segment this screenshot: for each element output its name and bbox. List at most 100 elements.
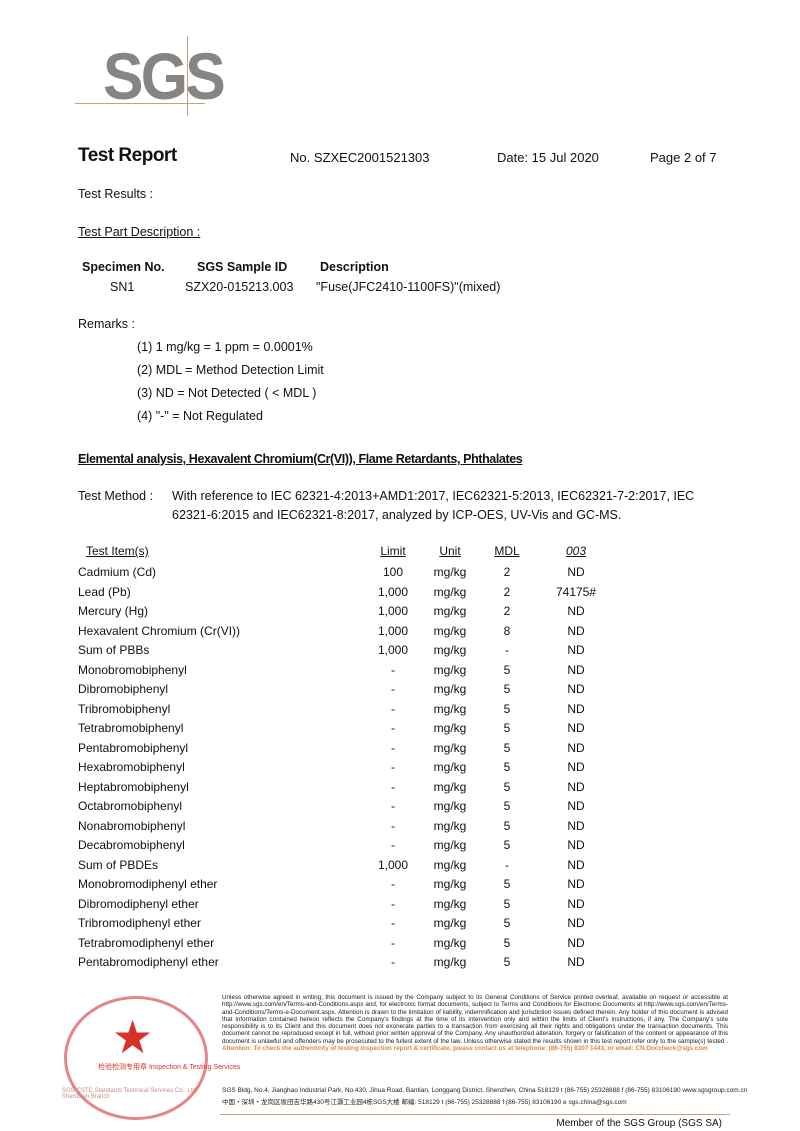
mdl-cell: 5: [503, 955, 511, 969]
remark-item: (3) ND = Not Detected ( < MDL ): [137, 386, 317, 400]
test-item-cell: Hexavalent Chromium (Cr(VI)): [78, 623, 241, 638]
test-item-cell: Dibromobiphenyl: [78, 682, 169, 696]
test-item-cell: Pentabromobiphenyl: [78, 740, 189, 755]
unit-cell: mg/kg: [433, 604, 467, 618]
unit-cell: mg/kg: [433, 877, 467, 891]
limit-cell: -: [391, 955, 395, 969]
table-row: Nonabromobiphenyl - mg/kg 5 ND: [0, 819, 800, 838]
mdl-cell: 5: [503, 662, 511, 677]
test-item-cell: Heptabromobiphenyl: [78, 779, 189, 794]
limit-cell: -: [391, 877, 395, 891]
sample-id-header: SGS Sample ID: [197, 260, 288, 274]
sgs-logo: SGS: [103, 39, 226, 113]
address-english: SGS Bldg, No.4, Jianghao Industrial Park…: [222, 1087, 748, 1094]
stamp-text: 检验检测专用章 Inspection & Testing Services: [98, 1064, 241, 1071]
unit-cell: mg/kg: [433, 799, 467, 813]
result-cell: ND: [567, 740, 585, 755]
result-cell: ND: [567, 643, 585, 657]
test-item-cell: Hexabromobiphenyl: [78, 760, 185, 774]
result-cell: ND: [567, 604, 585, 618]
col-unit: Unit: [439, 544, 461, 558]
limit-cell: -: [391, 935, 395, 950]
limit-cell: -: [391, 701, 395, 716]
result-cell: ND: [567, 701, 585, 716]
test-method-line: With reference to IEC 62321-4:2013+AMD1:…: [172, 489, 695, 503]
unit-cell: mg/kg: [433, 896, 467, 911]
limit-cell: -: [391, 760, 395, 774]
test-item-cell: Monobromodiphenyl ether: [78, 877, 218, 891]
limit-cell: -: [391, 682, 395, 696]
table-row: Mercury (Hg) 1,000 mg/kg 2 ND: [0, 604, 800, 623]
test-results-label: Test Results :: [78, 187, 154, 201]
unit-cell: mg/kg: [433, 623, 467, 638]
terms-text: Unless otherwise agreed in writing, this…: [222, 994, 728, 1045]
attention-text: Attention: To check the authenticity of …: [222, 1045, 708, 1053]
star-icon: ★: [112, 1011, 154, 1063]
mdl-cell: 2: [503, 604, 511, 618]
result-cell: ND: [567, 565, 585, 579]
mdl-cell: 2: [503, 584, 511, 599]
limit-cell: 1,000: [377, 604, 409, 618]
unit-cell: mg/kg: [433, 565, 467, 579]
test-method-line: 62321-6:2015 and IEC62321-8:2017, analyz…: [172, 508, 622, 522]
test-item-cell: Sum of PBBs: [78, 643, 150, 657]
unit-cell: mg/kg: [433, 584, 467, 599]
address-chinese: 中国・深圳・龙岗区坂田吉华路430号江灏工业园4栋SGS大楼 邮编: 51812…: [222, 1099, 627, 1106]
logo-rule-horizontal: [75, 103, 205, 104]
table-row: Tetrabromobiphenyl - mg/kg 5 ND: [0, 721, 800, 740]
unit-cell: mg/kg: [433, 955, 467, 969]
unit-cell: mg/kg: [433, 760, 467, 774]
test-item-cell: Sum of PBDEs: [78, 857, 159, 872]
specimen-header: Specimen No.: [82, 260, 165, 274]
unit-cell: mg/kg: [433, 935, 467, 950]
table-row: Hexabromobiphenyl - mg/kg 5 ND: [0, 760, 800, 779]
result-cell: 74175#: [555, 584, 597, 599]
member-note: Member of the SGS Group (SGS SA): [556, 1118, 722, 1129]
result-cell: ND: [567, 760, 585, 774]
limit-cell: 1,000: [377, 623, 409, 638]
mdl-cell: 5: [503, 701, 511, 716]
test-item-cell: Dibromodiphenyl ether: [78, 896, 199, 911]
unit-cell: mg/kg: [433, 682, 467, 696]
limit-cell: 1,000: [377, 584, 409, 599]
result-cell: ND: [567, 721, 585, 735]
logo-rule-vertical: [187, 36, 188, 116]
part-description-label: Test Part Description :: [78, 225, 201, 239]
mdl-cell: 5: [503, 916, 511, 930]
mdl-cell: 5: [503, 799, 511, 813]
col-mdl: MDL: [494, 544, 520, 558]
unit-cell: mg/kg: [433, 643, 467, 657]
result-cell: ND: [567, 838, 585, 852]
table-row: Pentabromodiphenyl ether - mg/kg 5 ND: [0, 955, 800, 974]
table-row: Pentabromobiphenyl - mg/kg 5 ND: [0, 741, 800, 760]
result-cell: ND: [567, 955, 585, 969]
table-row: Tribromobiphenyl - mg/kg 5 ND: [0, 702, 800, 721]
report-date: Date: 15 Jul 2020: [497, 150, 599, 165]
limit-cell: -: [391, 818, 395, 833]
table-row: Tribromodiphenyl ether - mg/kg 5 ND: [0, 916, 800, 935]
unit-cell: mg/kg: [433, 779, 467, 794]
report-title: Test Report: [78, 145, 177, 166]
mdl-cell: 2: [503, 565, 511, 579]
unit-cell: mg/kg: [433, 857, 467, 872]
table-row: Octabromobiphenyl - mg/kg 5 ND: [0, 799, 800, 818]
table-row: Dibromodiphenyl ether - mg/kg 5 ND: [0, 897, 800, 916]
remark-item: (1) 1 mg/kg = 1 ppm = 0.0001%: [137, 340, 313, 354]
col-sample-003: 003: [565, 544, 587, 558]
page-number: Page 2 of 7: [650, 150, 717, 165]
result-cell: ND: [567, 662, 585, 677]
mdl-cell: 5: [503, 740, 511, 755]
result-cell: ND: [567, 818, 585, 833]
unit-cell: mg/kg: [433, 740, 467, 755]
table-row: Lead (Pb) 1,000 mg/kg 2 74175#: [0, 585, 800, 604]
result-cell: ND: [567, 877, 585, 891]
table-row: Decabromobiphenyl - mg/kg 5 ND: [0, 838, 800, 857]
sample-id: SZX20-015213.003: [185, 280, 294, 294]
unit-cell: mg/kg: [433, 721, 467, 735]
footer-rule: [220, 1114, 730, 1115]
description-header: Description: [320, 260, 389, 274]
mdl-cell: -: [505, 857, 509, 872]
limit-cell: 1,000: [377, 857, 409, 872]
table-row: Sum of PBDEs 1,000 mg/kg - ND: [0, 858, 800, 877]
inspection-stamp: [64, 996, 208, 1120]
